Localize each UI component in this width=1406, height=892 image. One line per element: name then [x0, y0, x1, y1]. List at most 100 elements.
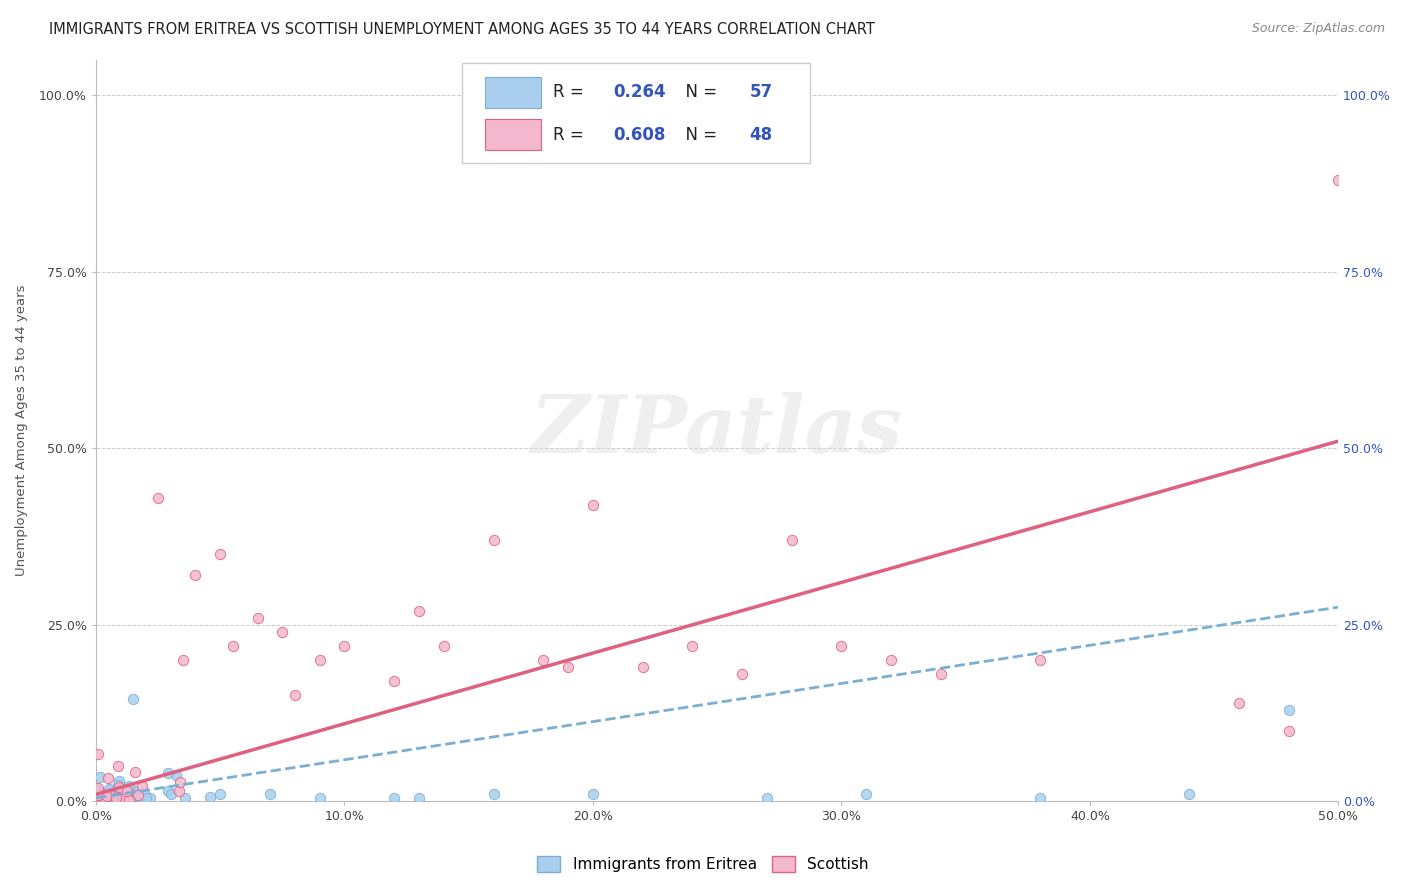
- Point: [103, 789, 125, 804]
- Point: [108, 792, 131, 806]
- Y-axis label: Unemployment Among Ages 35 to 44 years: Unemployment Among Ages 35 to 44 years: [15, 285, 28, 576]
- Point: [108, 774, 131, 789]
- Point: [1227, 696, 1250, 710]
- Point: [159, 788, 181, 802]
- Point: [103, 784, 125, 798]
- Text: N =: N =: [675, 126, 723, 144]
- Point: [780, 533, 803, 547]
- Point: [830, 639, 852, 653]
- Point: [105, 789, 128, 804]
- Point: [209, 547, 232, 561]
- Point: [118, 786, 141, 800]
- Point: [209, 788, 232, 802]
- Point: [104, 789, 127, 803]
- Point: [172, 653, 194, 667]
- Point: [1029, 653, 1052, 667]
- Point: [90, 789, 112, 804]
- Point: [1178, 788, 1201, 802]
- Text: 0.264: 0.264: [613, 83, 665, 101]
- Text: 0.608: 0.608: [613, 126, 665, 144]
- Point: [198, 789, 221, 804]
- Point: [531, 653, 554, 667]
- Point: [557, 660, 579, 674]
- Point: [97, 787, 120, 801]
- Point: [107, 780, 129, 795]
- Point: [118, 779, 141, 793]
- Point: [103, 789, 125, 804]
- Point: [87, 788, 110, 802]
- Point: [128, 791, 150, 805]
- Point: [87, 783, 110, 797]
- Point: [105, 789, 128, 804]
- Point: [880, 653, 903, 667]
- Point: [1277, 703, 1299, 717]
- Point: [681, 639, 703, 653]
- Point: [104, 793, 127, 807]
- Point: [139, 790, 162, 805]
- Point: [582, 498, 605, 512]
- Point: [731, 667, 754, 681]
- Point: [107, 779, 129, 793]
- Point: [482, 788, 505, 802]
- Point: [98, 781, 121, 796]
- Point: [929, 667, 952, 681]
- Point: [124, 764, 146, 779]
- Point: [124, 783, 146, 797]
- Text: N =: N =: [675, 83, 723, 101]
- Point: [96, 789, 118, 803]
- Point: [129, 790, 152, 805]
- Point: [482, 533, 505, 547]
- Point: [93, 791, 115, 805]
- Point: [755, 791, 778, 805]
- Point: [91, 791, 114, 805]
- Point: [107, 759, 129, 773]
- FancyBboxPatch shape: [463, 63, 810, 163]
- Point: [156, 766, 179, 780]
- Point: [308, 653, 330, 667]
- Point: [87, 747, 110, 761]
- Point: [87, 780, 110, 795]
- Point: [855, 788, 877, 802]
- Point: [284, 689, 307, 703]
- Point: [156, 784, 179, 798]
- Point: [259, 788, 281, 802]
- Point: [131, 780, 153, 794]
- Point: [122, 692, 145, 706]
- Point: [631, 660, 654, 674]
- Point: [111, 792, 134, 806]
- Point: [91, 788, 114, 802]
- Point: [169, 784, 191, 798]
- Point: [87, 794, 110, 808]
- Point: [127, 789, 149, 803]
- Text: 57: 57: [749, 83, 772, 101]
- Point: [98, 793, 121, 807]
- Point: [408, 604, 430, 618]
- Point: [94, 794, 117, 808]
- Point: [433, 639, 456, 653]
- Point: [169, 775, 191, 789]
- Point: [127, 789, 149, 803]
- Point: [135, 791, 157, 805]
- FancyBboxPatch shape: [485, 77, 541, 108]
- Point: [97, 771, 120, 785]
- Point: [1327, 172, 1350, 186]
- Point: [118, 793, 141, 807]
- Point: [165, 768, 187, 782]
- Point: [112, 794, 135, 808]
- Point: [94, 789, 117, 804]
- Text: Source: ZipAtlas.com: Source: ZipAtlas.com: [1251, 22, 1385, 36]
- Point: [333, 639, 356, 653]
- Point: [87, 785, 110, 799]
- Point: [174, 791, 197, 805]
- Text: ZIPatlas: ZIPatlas: [531, 392, 903, 469]
- Point: [115, 790, 138, 805]
- Point: [98, 783, 121, 797]
- Point: [382, 674, 405, 689]
- Point: [308, 791, 330, 805]
- Point: [246, 611, 269, 625]
- Point: [115, 784, 138, 798]
- Point: [98, 789, 121, 804]
- Point: [221, 639, 243, 653]
- Point: [96, 791, 118, 805]
- Point: [1029, 791, 1052, 805]
